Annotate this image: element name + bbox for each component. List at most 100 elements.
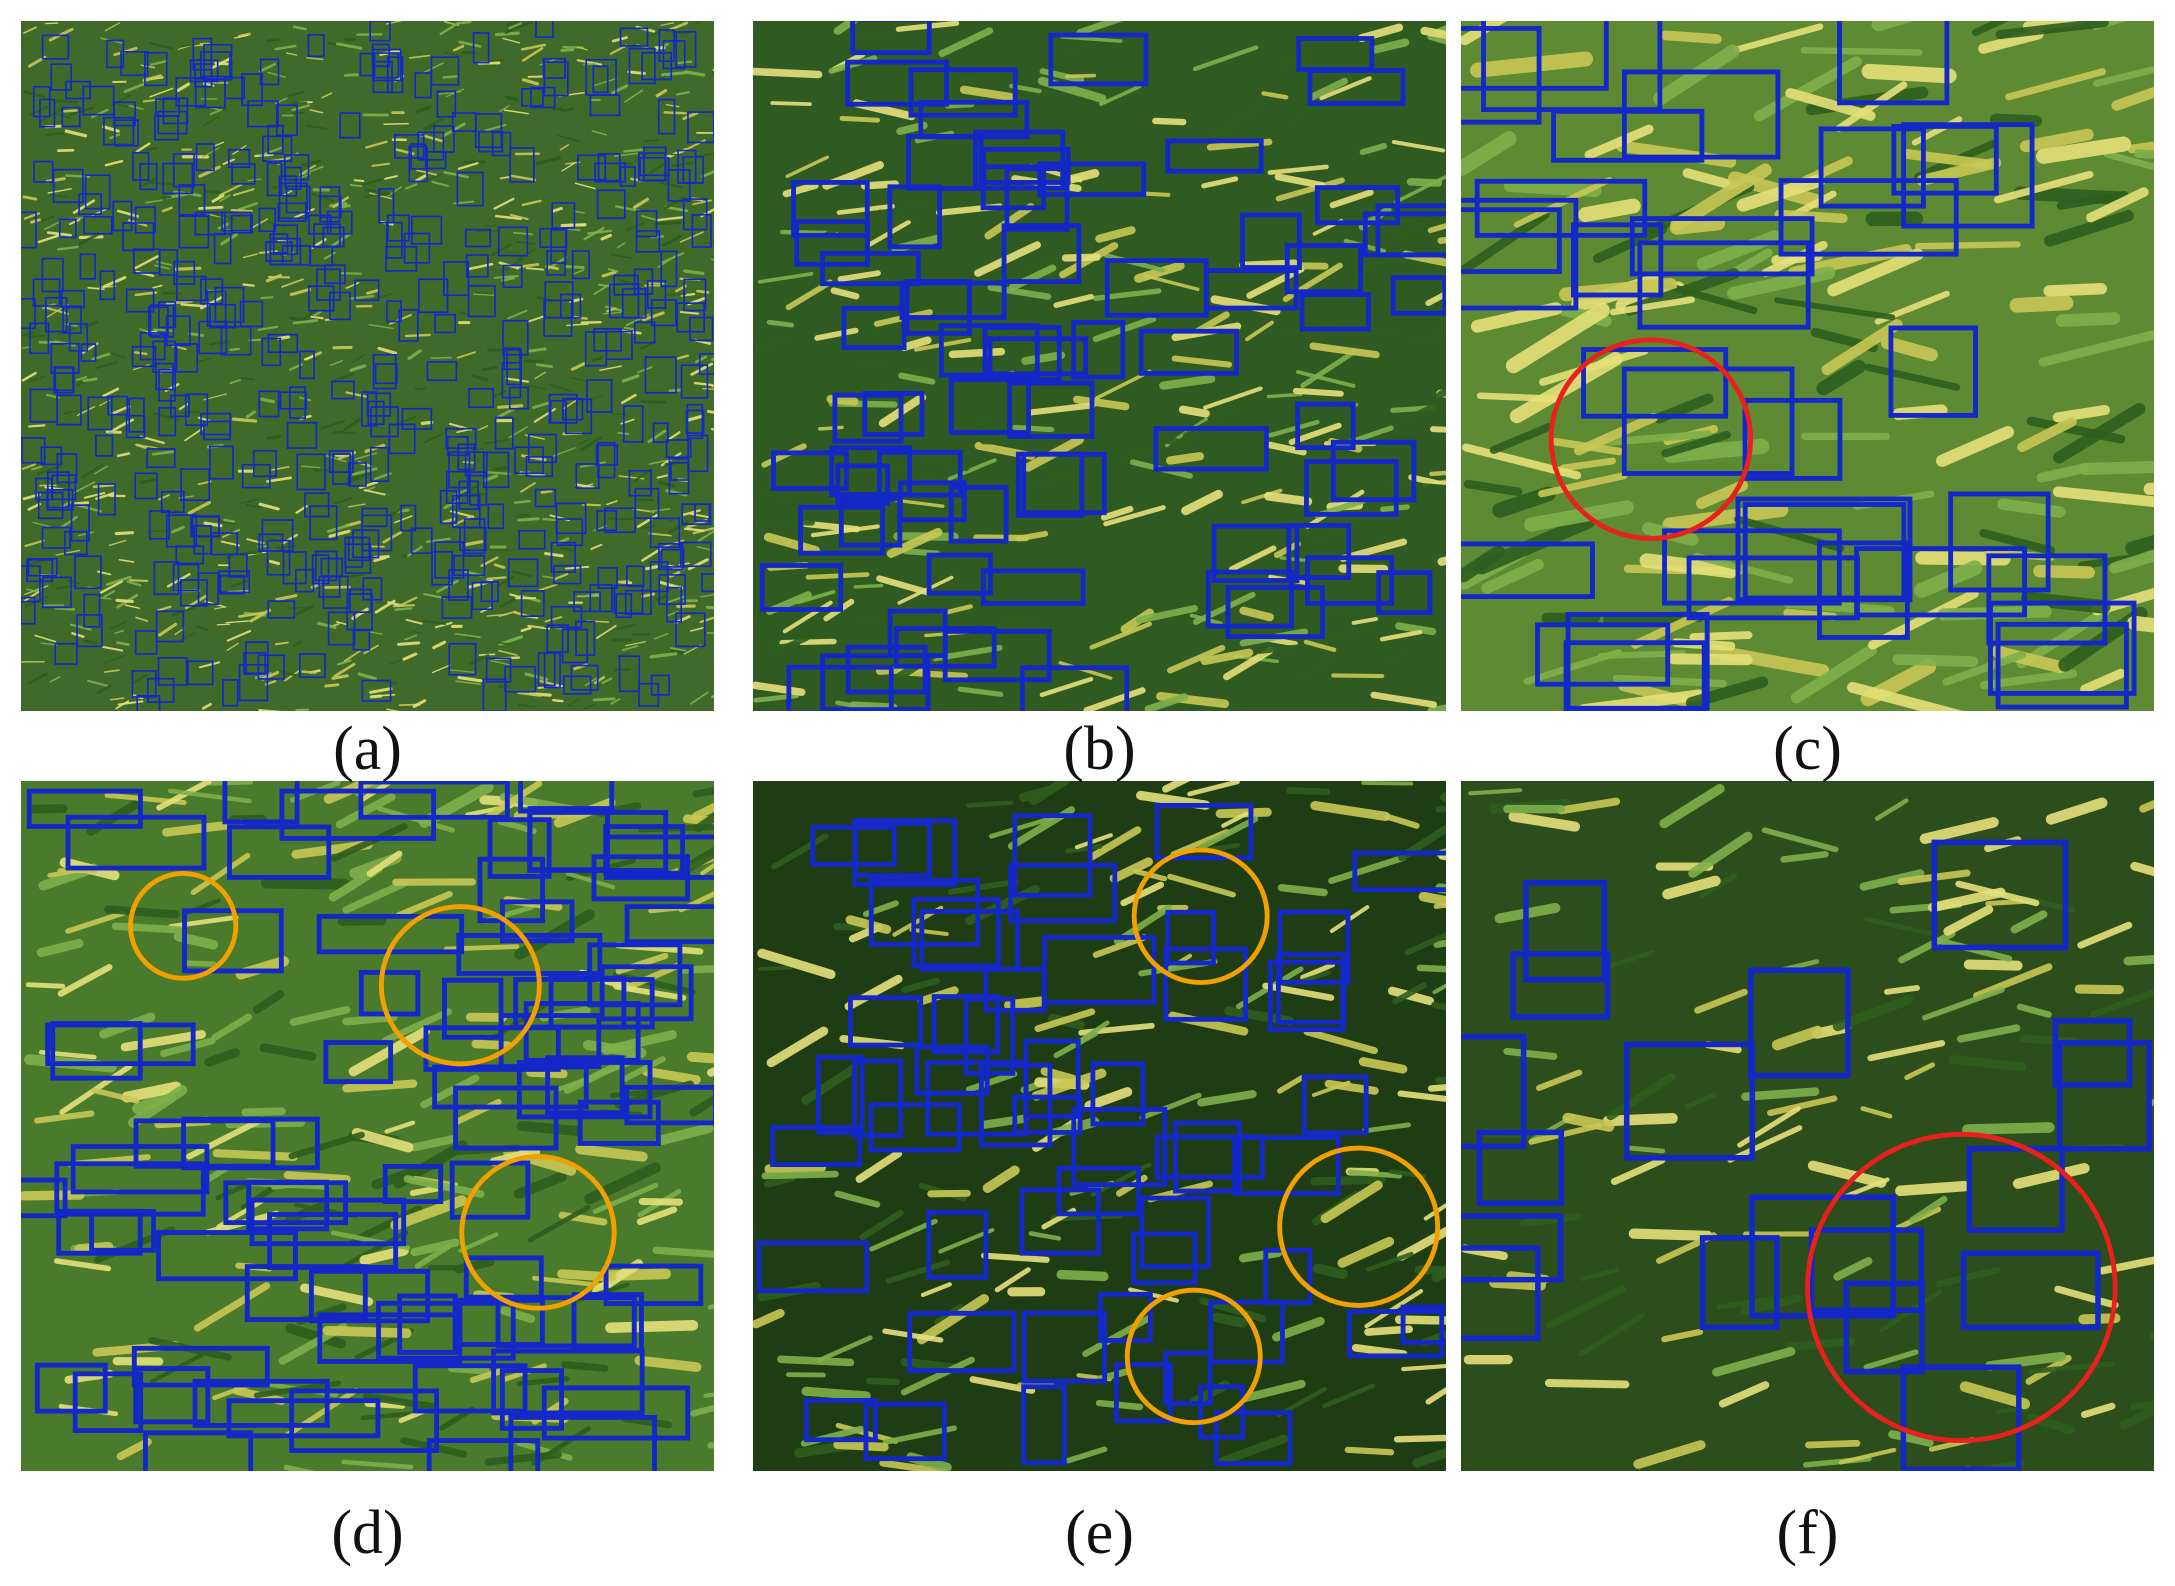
detection-box	[1375, 203, 1446, 258]
wheat-ear	[601, 270, 617, 278]
detection-box	[1563, 640, 1707, 711]
detection-box	[398, 308, 419, 342]
detection-box	[282, 551, 307, 585]
detection-box	[146, 448, 176, 469]
detection-box	[628, 469, 652, 497]
leaf	[555, 1061, 632, 1092]
detection-box	[50, 342, 80, 374]
detection-box	[41, 257, 64, 293]
leaf	[382, 1008, 453, 1044]
wheat-ear	[1344, 1446, 1395, 1456]
detection-box	[221, 211, 252, 232]
wheat-ear	[1329, 189, 1374, 209]
wheat-ear	[1200, 648, 1254, 666]
detection-box	[60, 289, 85, 309]
detection-box	[401, 407, 433, 430]
detection-box	[2056, 1040, 2152, 1152]
leaf	[334, 372, 355, 382]
detection-box	[1071, 1107, 1168, 1188]
detection-box	[1042, 935, 1157, 1005]
wheat-ear	[321, 92, 333, 99]
leaf	[623, 148, 644, 153]
wheat-ear	[275, 594, 298, 601]
leaf	[1780, 850, 1829, 863]
leaf	[1997, 498, 2066, 518]
wheat-ear	[1420, 26, 1446, 39]
detection-box	[228, 148, 251, 168]
detection-box	[209, 445, 234, 480]
wheat-ear	[1265, 441, 1307, 456]
detection-box	[482, 678, 507, 711]
leaf	[1266, 392, 1303, 399]
wheat-ear	[118, 558, 135, 563]
leaf	[1078, 1020, 1110, 1043]
wheat-ear	[369, 694, 383, 699]
wheat-ear	[609, 44, 628, 55]
wheat-ear	[702, 387, 714, 390]
wheat-ear	[299, 164, 317, 176]
detection-box	[464, 451, 488, 477]
detection-box	[181, 1116, 320, 1171]
detection-box	[178, 184, 206, 216]
leaf	[458, 1232, 499, 1253]
detection-box	[434, 541, 465, 579]
leaf	[1317, 603, 1379, 621]
leaf	[288, 1131, 365, 1160]
leaf	[578, 438, 591, 445]
detection-box	[926, 1209, 989, 1280]
detection-box	[45, 1022, 196, 1067]
wheat-ear	[300, 1283, 374, 1307]
detection-box	[68, 323, 89, 352]
leaf	[160, 195, 172, 199]
wheat-ear	[665, 103, 680, 108]
leaf	[1279, 556, 1307, 563]
wheat-ear	[690, 627, 704, 632]
wheat-ear	[98, 285, 117, 288]
detection-box	[27, 558, 58, 577]
detection-box	[1818, 126, 1926, 209]
detection-box	[1461, 1213, 1564, 1283]
detection-box	[197, 572, 220, 606]
leaf	[409, 1135, 457, 1152]
detection-box	[562, 675, 592, 695]
wheat-ear	[22, 493, 41, 501]
detection-box	[56, 453, 78, 484]
wheat-ear	[342, 1079, 418, 1093]
wheat-ear	[412, 699, 427, 709]
wheat-ear	[366, 850, 403, 877]
detection-box	[550, 228, 567, 264]
wheat-ear	[213, 606, 226, 610]
detection-box	[487, 817, 552, 879]
leaf	[364, 192, 391, 198]
panel-label: (d)	[331, 1499, 404, 1567]
wheat-ear	[533, 408, 556, 423]
detection-box	[624, 1084, 714, 1126]
detection-box	[386, 300, 403, 323]
leaf	[2109, 549, 2154, 574]
wheat-ear	[1292, 387, 1344, 397]
leaf	[349, 364, 367, 372]
wheat-ear	[844, 974, 903, 1011]
leaf	[1159, 374, 1216, 390]
panel-label: (f)	[1776, 1499, 1839, 1567]
wheat-ear	[65, 910, 127, 934]
wheat-ear	[2143, 482, 2154, 496]
wheat-ear	[2080, 668, 2126, 694]
leaf	[182, 960, 217, 967]
leaf	[64, 323, 78, 327]
detection-box	[1163, 1350, 1213, 1406]
detection-box	[170, 394, 190, 418]
wheat-ear	[1880, 336, 1938, 362]
wheat-ear	[706, 410, 714, 414]
wheat-ear	[115, 598, 134, 604]
highlight-circle	[1277, 1145, 1441, 1308]
wheat-ear	[641, 547, 662, 562]
wheat-ear	[1662, 502, 1789, 532]
detection-box	[1400, 1304, 1446, 1345]
leaf	[326, 41, 346, 49]
wheat-ear	[1544, 1379, 1630, 1389]
detection-box	[586, 379, 613, 413]
wheat-ear	[1310, 801, 1391, 822]
leaf	[707, 1442, 714, 1449]
wheat-ear	[534, 371, 546, 380]
